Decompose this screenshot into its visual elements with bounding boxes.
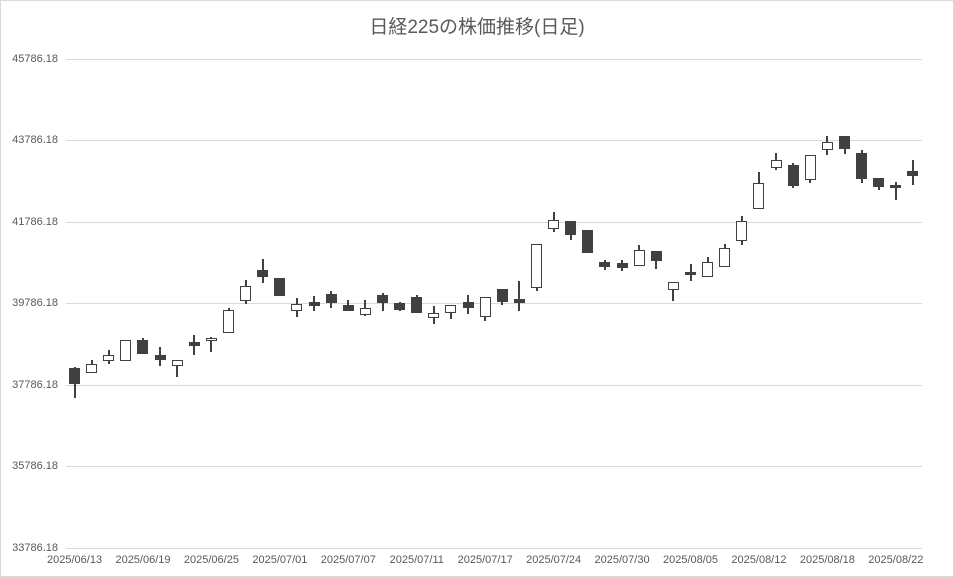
chart-title: 日経225の株価推移(日足) — [369, 17, 585, 38]
candle-body-down — [650, 251, 662, 262]
candle-body-down — [513, 298, 525, 304]
candle-body-up — [531, 243, 543, 288]
x-axis-tick-label: 2025/07/01 — [252, 554, 308, 566]
y-gridline — [66, 303, 922, 304]
candle-body-up — [736, 221, 748, 242]
candle-body-up — [702, 261, 714, 278]
candle-wick — [176, 360, 179, 378]
candle-body-down — [411, 297, 423, 314]
candle-body-down — [616, 263, 628, 268]
candle-body-down — [257, 270, 269, 277]
y-axis-tick-label: 33786.18 — [12, 541, 58, 554]
x-axis-tick-label: 2025/07/17 — [457, 554, 513, 566]
candle-body-up — [753, 183, 765, 209]
candle-body-up — [171, 360, 183, 366]
candle-body-up — [479, 296, 491, 317]
y-gridline — [66, 58, 922, 60]
x-axis-tick-label: 2025/08/12 — [731, 554, 787, 566]
candle-body-down — [394, 303, 406, 310]
candle-body-down — [599, 262, 611, 268]
candle-body-down — [582, 229, 594, 254]
candle-body-down — [856, 152, 868, 180]
candle-body-down — [839, 136, 850, 149]
y-axis-tick-label: 41786.18 — [12, 215, 58, 228]
candle-body-up — [804, 154, 816, 180]
candle-body-up — [667, 282, 679, 290]
candle-body-down — [873, 178, 885, 187]
y-gridline — [66, 384, 922, 386]
candle-body-down — [462, 301, 474, 308]
y-gridline — [66, 140, 922, 141]
candle-wick — [894, 182, 897, 200]
x-axis-tick-label: 2025/08/22 — [868, 554, 924, 566]
x-axis-tick-label: 2025/07/11 — [389, 554, 444, 566]
candle-wick — [210, 336, 213, 352]
candle-wick — [364, 299, 367, 317]
candle-body-down — [377, 295, 389, 304]
candle-body-up — [821, 142, 833, 151]
candle-body-up — [359, 308, 371, 315]
x-axis-tick-label: 2025/07/07 — [320, 554, 376, 566]
x-axis-tick-label: 2025/06/19 — [115, 554, 171, 566]
candle-wick — [672, 282, 675, 301]
y-gridline — [66, 221, 922, 223]
y-axis-tick-label: 37786.18 — [12, 378, 58, 391]
candle-body-up — [86, 363, 98, 374]
candle-body-up — [223, 310, 235, 333]
candle-body-down — [137, 340, 149, 354]
candle-body-down — [890, 184, 902, 188]
candle-body-down — [907, 171, 919, 177]
candle-body-up — [120, 339, 132, 362]
candle-body-up — [633, 249, 645, 266]
candle-body-down — [565, 220, 577, 236]
candle-body-up — [205, 337, 217, 342]
candle-body-up — [240, 286, 252, 302]
candle-body-up — [291, 303, 303, 312]
candle-body-down — [342, 304, 354, 312]
candle-body-up — [428, 312, 440, 318]
x-axis-tick-label: 2025/06/13 — [47, 554, 103, 566]
y-gridline — [66, 547, 922, 549]
candle-body-up — [719, 248, 731, 268]
x-axis-tick-label: 2025/07/30 — [594, 554, 650, 566]
candle-body-down — [308, 301, 320, 306]
candle-body-down — [154, 354, 166, 360]
candle-body-down — [496, 289, 508, 302]
candle-body-down — [188, 342, 200, 346]
candle-body-down — [325, 293, 337, 303]
y-axis-tick-label: 35786.18 — [12, 460, 58, 472]
candle-body-up — [770, 159, 782, 169]
candle-body-up — [103, 354, 115, 362]
x-axis-tick-label: 2025/07/24 — [526, 554, 582, 566]
candle-body-up — [548, 220, 560, 229]
y-axis-tick-label: 45786.18 — [12, 52, 58, 65]
candle-body-up — [445, 305, 457, 313]
candle-body-down — [69, 368, 81, 384]
candle-body-down — [787, 164, 799, 187]
candle-wick — [518, 280, 521, 312]
candle-body-down — [685, 271, 696, 275]
y-gridline — [66, 466, 922, 467]
x-axis-tick-label: 2025/08/05 — [662, 554, 719, 566]
x-axis-tick-label: 2025/08/18 — [799, 554, 855, 566]
candle-body-down — [274, 278, 286, 296]
x-axis-tick-label: 2025/06/25 — [183, 554, 239, 566]
y-axis-tick-label: 43786.18 — [12, 134, 58, 146]
y-axis-tick-label: 39786.18 — [12, 297, 58, 309]
